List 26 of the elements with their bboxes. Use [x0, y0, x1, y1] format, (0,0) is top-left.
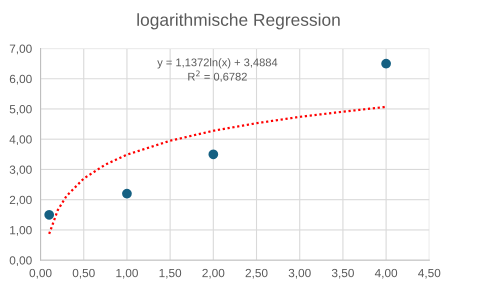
x-tick-label: 4,50 — [418, 268, 440, 279]
x-tick-label: 2,50 — [246, 268, 268, 279]
point — [381, 58, 391, 68]
point — [122, 188, 132, 199]
y-tick-label: 2,00 — [10, 196, 32, 206]
chart-title: logarithmische Regression — [137, 13, 340, 30]
annotation: y = 1,1372ln(x) + 3,4884 — [157, 58, 278, 69]
x-tick-label: 3,00 — [288, 268, 311, 279]
line-series — [48, 106, 388, 235]
y-tick-label: 1,00 — [10, 226, 32, 236]
x-tick-label: 2,00 — [202, 268, 224, 279]
y-tick-label: 6,00 — [10, 74, 32, 85]
y-tick-label: 7,00 — [10, 44, 32, 54]
x-tick-label: 0,50 — [72, 268, 95, 279]
annotation: R$^{2}$ = 0,6782 — [188, 70, 247, 82]
y-tick-label: 3,00 — [10, 166, 32, 176]
point — [208, 149, 218, 160]
x-tick-label: 0,00 — [30, 268, 52, 279]
x-tick-label: 1,50 — [160, 268, 182, 279]
y-tick-label: 4,00 — [10, 135, 32, 146]
x-tick-label: 3,50 — [332, 268, 354, 279]
point — [44, 210, 54, 220]
x-tick-label: 1,00 — [116, 268, 138, 279]
x-tick-label: 4,00 — [374, 268, 398, 279]
y-tick-label: 5,00 — [10, 105, 32, 115]
y-tick-label: 0,00 — [10, 256, 32, 266]
